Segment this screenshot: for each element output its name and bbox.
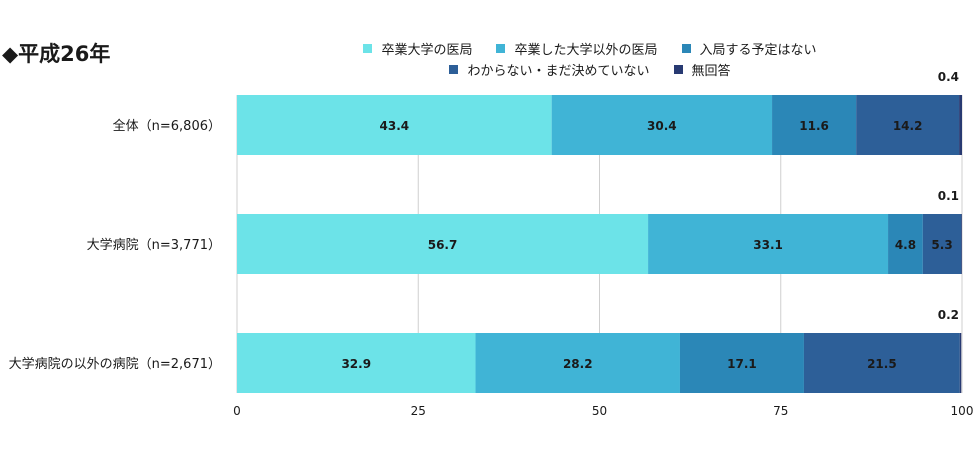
legend-label: 無回答 xyxy=(691,64,731,79)
bar-segment xyxy=(961,214,962,274)
data-label: 0.2 xyxy=(938,308,959,322)
category-label: 大学病院の以外の病院（n=2,671） xyxy=(9,356,221,372)
data-label: 14.2 xyxy=(893,119,923,133)
legend-label: 卒業した大学以外の医局 xyxy=(514,43,658,58)
legend: 卒業大学の医局 卒業した大学以外の医局 入局する予定はない わからない・まだ決め… xyxy=(290,38,890,80)
data-label: 5.3 xyxy=(931,238,952,252)
bar-segment xyxy=(959,95,962,155)
x-tick-label: 0 xyxy=(233,404,241,418)
x-tick-label: 75 xyxy=(773,404,788,418)
x-tick-label: 25 xyxy=(411,404,426,418)
category-label: 全体（n=6,806） xyxy=(113,118,221,134)
legend-swatch xyxy=(681,44,691,53)
legend-item-series-4: わからない・まだ決めていない xyxy=(449,60,650,79)
bar-segment xyxy=(888,214,923,274)
legend-label: 入局する予定はない xyxy=(699,43,817,58)
legend-label: わからない・まだ決めていない xyxy=(467,64,650,79)
data-label: 17.1 xyxy=(727,357,757,371)
data-label: 4.8 xyxy=(895,238,916,252)
data-label: 33.1 xyxy=(753,238,783,252)
bar-segment xyxy=(237,333,476,393)
data-label: 32.9 xyxy=(341,357,371,371)
bar-segment xyxy=(772,95,857,155)
category-label: 大学病院（n=3,771） xyxy=(87,237,221,253)
legend-swatch xyxy=(496,44,506,53)
x-tick-label: 50 xyxy=(592,404,607,418)
legend-item-series-5: 無回答 xyxy=(673,60,731,79)
data-label: 30.4 xyxy=(647,119,677,133)
data-label: 28.2 xyxy=(563,357,593,371)
x-tick-label: 100 xyxy=(951,404,974,418)
legend-swatch xyxy=(673,65,683,74)
legend-label: 卒業大学の医局 xyxy=(381,43,473,58)
bar-segment xyxy=(551,95,773,155)
legend-item-series-2: 卒業した大学以外の医局 xyxy=(496,39,658,58)
bar-segment xyxy=(922,214,962,274)
data-label: 11.6 xyxy=(799,119,829,133)
bar-segment xyxy=(475,333,680,393)
bar-segment xyxy=(237,214,649,274)
legend-swatch xyxy=(363,44,373,53)
bar-segment xyxy=(803,333,960,393)
chart-title: ◆平成26年 xyxy=(2,42,111,66)
legend-row-2: わからない・まだ決めていない 無回答 xyxy=(290,59,890,80)
data-label: 0.4 xyxy=(938,70,959,84)
legend-item-series-1: 卒業大学の医局 xyxy=(363,39,472,58)
data-label: 43.4 xyxy=(380,119,410,133)
legend-swatch xyxy=(449,65,459,74)
data-label: 56.7 xyxy=(428,238,458,252)
data-label: 21.5 xyxy=(867,357,897,371)
legend-item-series-3: 入局する予定はない xyxy=(681,39,817,58)
bar-segment xyxy=(959,333,962,393)
bar-segment xyxy=(648,214,889,274)
bar-segment xyxy=(856,95,960,155)
bar-segment xyxy=(237,95,552,155)
data-label: 0.1 xyxy=(938,189,959,203)
bar-segment xyxy=(679,333,804,393)
legend-row-1: 卒業大学の医局 卒業した大学以外の医局 入局する予定はない xyxy=(290,38,890,59)
